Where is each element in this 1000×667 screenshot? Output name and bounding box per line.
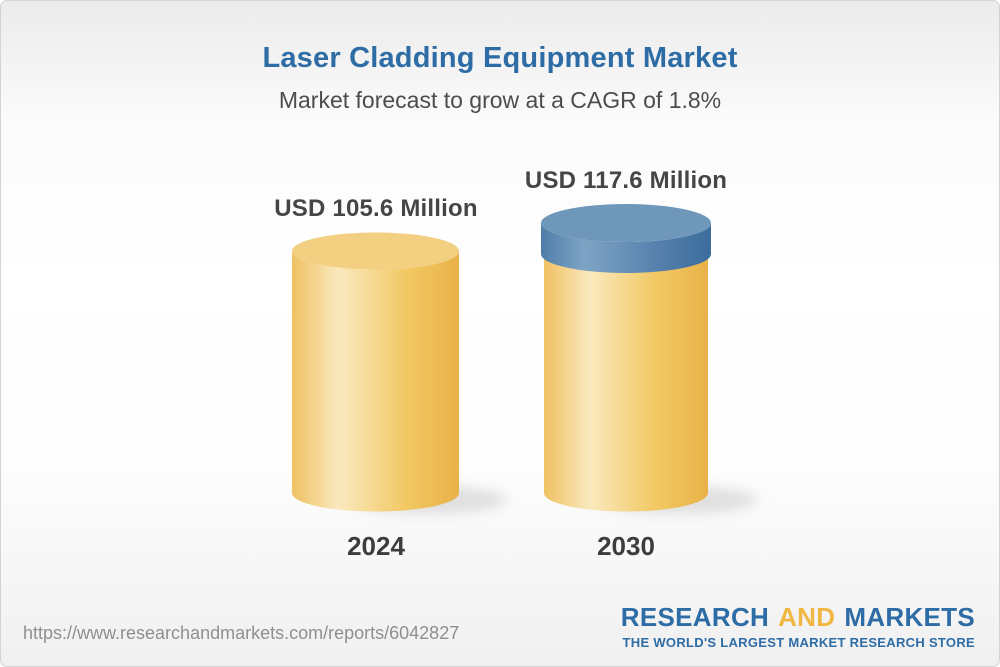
- axis-label-2030: 2030: [597, 531, 655, 561]
- bar-2024-top: [292, 232, 459, 270]
- bar-2030-body: [544, 253, 708, 512]
- report-url-link[interactable]: https://www.researchandmarkets.com/repor…: [23, 623, 460, 643]
- researchandmarkets-logo: RESEARCH AND MARKETS THE WORLD'S LARGEST…: [620, 602, 975, 651]
- logo-word-markets: MARKETS: [844, 602, 975, 632]
- page-title: Laser Cladding Equipment Market: [262, 42, 738, 74]
- axis-label-2024: 2024: [347, 531, 405, 561]
- bar-2024-body: [292, 251, 460, 512]
- value-label-2024: USD 105.6 Million: [274, 195, 478, 222]
- bar-2030-cylinder: [541, 204, 757, 514]
- value-label-2030: USD 117.6 Million: [524, 167, 728, 194]
- bar-2030-growth-cap-side: [541, 223, 711, 273]
- logo-word-and: AND: [778, 602, 836, 632]
- bar-2024-cylinder: [292, 232, 507, 514]
- logo-tagline: THE WORLD'S LARGEST MARKET RESEARCH STOR…: [622, 635, 975, 651]
- page-subtitle: Market forecast to grow at a CAGR of 1.8…: [278, 87, 722, 113]
- logo-wordmark: RESEARCH AND MARKETS: [620, 602, 975, 632]
- logo-word-research: RESEARCH: [620, 602, 770, 632]
- bar-2030-growth-cap-top: [541, 204, 711, 242]
